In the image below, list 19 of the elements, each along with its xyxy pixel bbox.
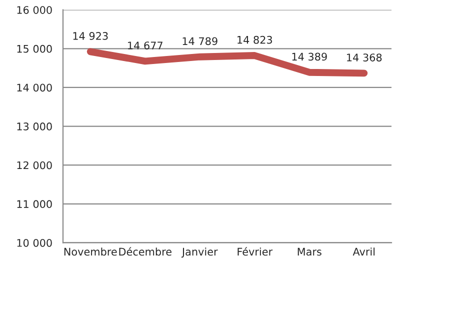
y-tick-label: 13 000 [17,122,52,130]
data-label: 14 677 [128,42,162,50]
y-tick-label: 12 000 [17,161,52,170]
y-tick-label: 15 000 [17,44,52,53]
x-tick-label: Janvier [181,248,218,258]
data-label: 14 389 [292,52,327,61]
y-tick-label: 10 000 [17,238,52,247]
data-label: 14 823 [238,36,272,44]
x-tick-label: Mars [298,248,322,256]
data-label: 14 923 [73,32,108,40]
x-tick-label: Novembre [64,248,117,256]
y-tick-label: 14 000 [17,84,52,92]
data-label: 14 789 [182,37,218,46]
x-tick-label: Décembre [119,247,172,256]
x-tick-label: Février [238,247,273,256]
x-tick-label: Avril [352,248,375,256]
y-tick-label: 16 000 [17,6,52,14]
y-tick-label: 11 000 [17,200,52,208]
data-label: 14 368 [347,54,382,62]
